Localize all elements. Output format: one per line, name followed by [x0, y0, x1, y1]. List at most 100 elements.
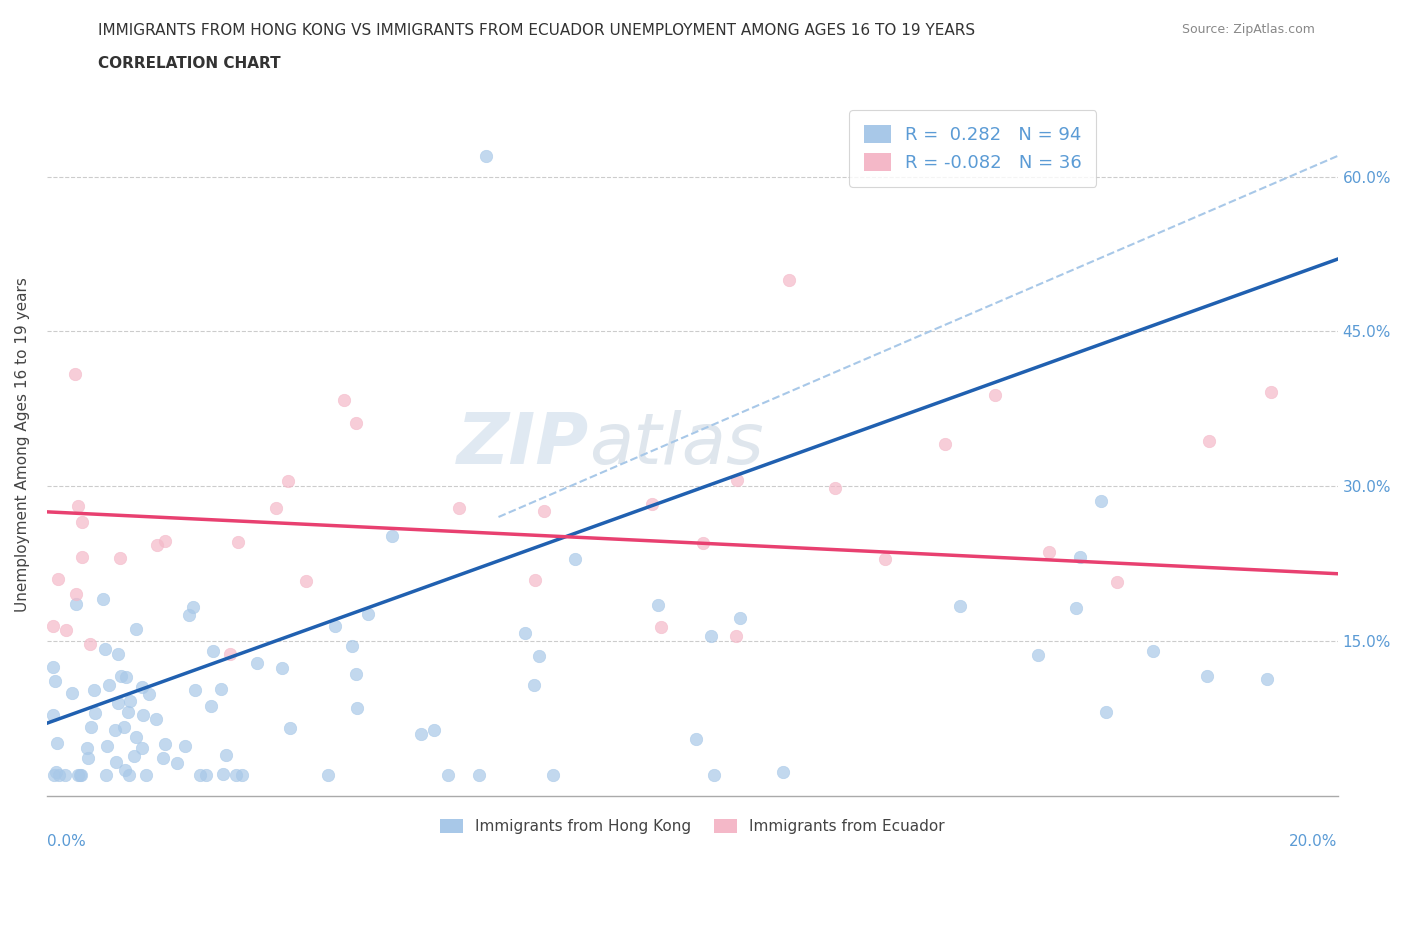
Point: [107, 647, 129, 662]
Point: [200, 698, 222, 713]
Text: CORRELATION CHART: CORRELATION CHART: [98, 56, 281, 71]
Point: [344, 416, 367, 431]
Point: [53, 767, 76, 782]
Point: [201, 644, 224, 658]
Point: [231, 767, 253, 782]
Point: [650, 619, 672, 634]
Point: [333, 392, 356, 407]
Text: IMMIGRANTS FROM HONG KONG VS IMMIGRANTS FROM ECUADOR UNEMPLOYMENT AMONG AGES 16 : IMMIGRANTS FROM HONG KONG VS IMMIGRANTS …: [98, 23, 976, 38]
Point: [66, 498, 89, 513]
Point: [246, 656, 269, 671]
Point: [357, 607, 380, 622]
Point: [115, 670, 138, 684]
Point: [77, 751, 100, 765]
Point: [184, 683, 207, 698]
Point: [264, 500, 287, 515]
Point: [153, 737, 176, 752]
Legend: R =  0.282   N = 94, R = -0.082   N = 36: R = 0.282 N = 94, R = -0.082 N = 36: [849, 110, 1097, 187]
Point: [316, 767, 339, 782]
Point: [725, 472, 748, 487]
Text: 20.0%: 20.0%: [1289, 834, 1337, 849]
Point: [437, 767, 460, 782]
Point: [381, 528, 404, 543]
Point: [60, 685, 83, 700]
Point: [294, 574, 316, 589]
Point: [135, 767, 157, 782]
Point: [96, 738, 118, 753]
Point: [83, 683, 105, 698]
Point: [166, 756, 188, 771]
Point: [107, 696, 129, 711]
Point: [873, 551, 896, 566]
Point: [117, 704, 139, 719]
Point: [125, 729, 148, 744]
Point: [120, 694, 142, 709]
Point: [703, 767, 725, 782]
Point: [45, 736, 67, 751]
Point: [97, 678, 120, 693]
Point: [541, 767, 564, 782]
Point: [228, 534, 250, 549]
Point: [91, 591, 114, 606]
Point: [342, 639, 364, 654]
Point: [772, 764, 794, 779]
Point: [190, 767, 212, 782]
Point: [218, 647, 240, 662]
Point: [533, 504, 555, 519]
Point: [76, 741, 98, 756]
Point: [529, 648, 551, 663]
Point: [984, 388, 1007, 403]
Point: [65, 587, 87, 602]
Point: [1095, 705, 1118, 720]
Point: [934, 436, 956, 451]
Point: [131, 740, 153, 755]
Point: [447, 500, 470, 515]
Point: [146, 538, 169, 552]
Point: [44, 673, 66, 688]
Point: [108, 551, 131, 565]
Point: [69, 767, 91, 782]
Point: [700, 629, 723, 644]
Point: [270, 661, 292, 676]
Point: [728, 610, 751, 625]
Point: [79, 720, 101, 735]
Point: [513, 625, 536, 640]
Point: [278, 721, 301, 736]
Point: [96, 767, 118, 782]
Point: [692, 535, 714, 550]
Point: [55, 622, 77, 637]
Point: [174, 738, 197, 753]
Point: [778, 272, 800, 287]
Point: [65, 596, 87, 611]
Point: [1198, 434, 1220, 449]
Point: [564, 551, 586, 566]
Point: [179, 607, 201, 622]
Point: [138, 686, 160, 701]
Point: [949, 599, 972, 614]
Point: [110, 669, 132, 684]
Point: [1064, 601, 1087, 616]
Point: [468, 767, 491, 782]
Point: [114, 763, 136, 777]
Point: [63, 366, 86, 381]
Point: [1260, 385, 1282, 400]
Point: [225, 767, 247, 782]
Point: [1195, 669, 1218, 684]
Point: [195, 767, 218, 782]
Point: [277, 473, 299, 488]
Point: [104, 754, 127, 769]
Point: [422, 723, 444, 737]
Point: [724, 629, 747, 644]
Point: [46, 572, 69, 587]
Point: [70, 550, 93, 565]
Point: [104, 723, 127, 737]
Point: [94, 642, 117, 657]
Point: [125, 621, 148, 636]
Point: [122, 749, 145, 764]
Point: [42, 767, 65, 782]
Text: ZIP: ZIP: [457, 410, 589, 479]
Point: [42, 659, 65, 674]
Point: [647, 597, 669, 612]
Point: [1107, 574, 1129, 589]
Point: [474, 149, 496, 164]
